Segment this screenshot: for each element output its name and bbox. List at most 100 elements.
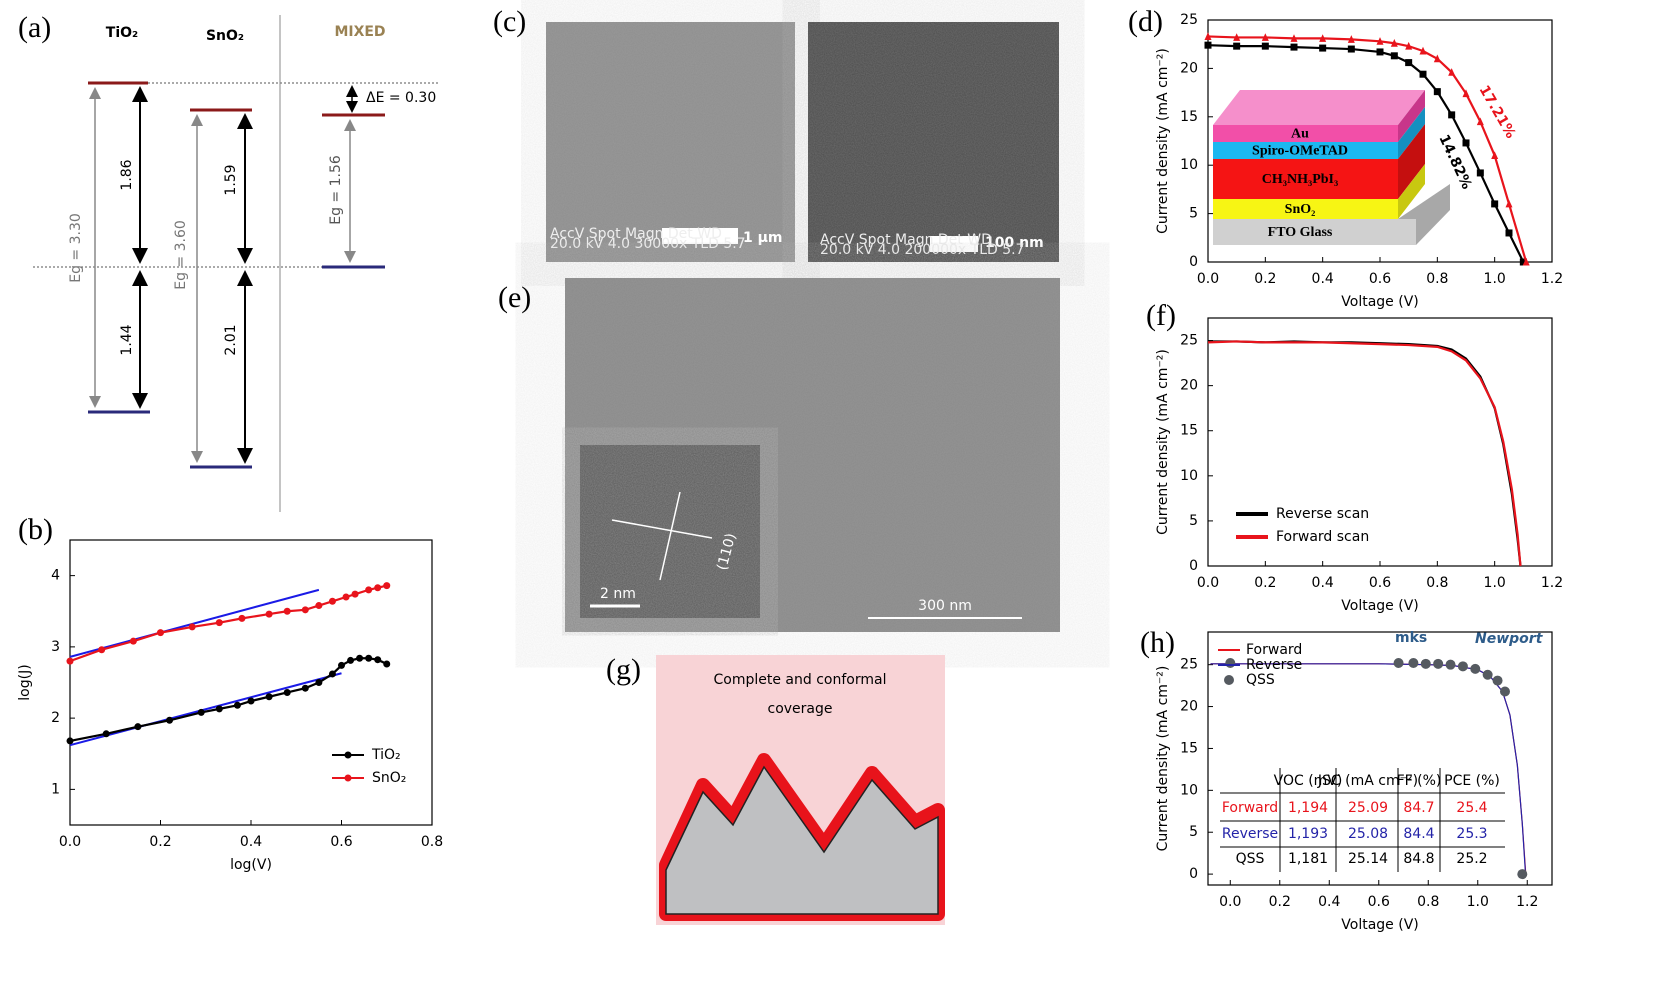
gap-label: Eg = 3.60	[173, 220, 189, 290]
y-tick-label: 15	[1180, 740, 1198, 756]
point	[1482, 669, 1493, 680]
x-tick-label: 0.6	[330, 834, 352, 850]
y-tick-label: 25	[1180, 12, 1198, 28]
x-tick-label: 1.2	[1541, 575, 1563, 591]
point	[1319, 44, 1327, 52]
legend-label: Forward	[1246, 642, 1302, 658]
table-cell: 84.7	[1403, 800, 1434, 816]
fit-line	[69, 588, 320, 658]
point	[301, 684, 309, 692]
legend-label: Forward scan	[1276, 529, 1369, 545]
sem-info: 20.0 kV 4.0 200000x TLD 5.7	[820, 242, 1025, 258]
table-cell: 1,181	[1288, 851, 1328, 867]
point	[383, 660, 391, 668]
energy-label: 1.44	[119, 324, 135, 355]
table-cell: 25.4	[1456, 800, 1487, 816]
point	[1420, 658, 1431, 669]
chart: 0.0 0.2 0.4 0.6 0.8 1.0 1.2 0 5 10 15 20 25 Voltage (…	[1155, 630, 1553, 933]
series-line	[69, 657, 388, 743]
point	[1433, 658, 1444, 669]
table-cell: 25.2	[1456, 851, 1487, 867]
legend-label: Reverse	[1246, 657, 1302, 673]
point	[1476, 169, 1484, 177]
legend-label: Reverse scan	[1276, 506, 1369, 522]
scale-label: 1 µm	[743, 230, 783, 246]
point	[1419, 46, 1427, 55]
point	[347, 656, 355, 664]
point	[344, 751, 352, 759]
chart: 0.0 0.2 0.4 0.6 0.8 1.0 1.2 0 5 10 15 20 25 Voltage (…	[1155, 12, 1563, 310]
table-cell: 25.09	[1348, 800, 1388, 816]
stack-layer	[1213, 219, 1416, 245]
x-tick-label: 0.4	[1312, 575, 1334, 591]
point	[338, 661, 345, 669]
point	[1491, 200, 1499, 208]
gap-label: Eg = 1.56	[328, 155, 344, 225]
y-tick-label: 25	[1180, 657, 1198, 673]
scale-bar	[662, 228, 738, 244]
table-header: VOC (mV)	[1274, 773, 1343, 789]
y-tick-label: 15	[1180, 423, 1198, 439]
point	[1491, 151, 1499, 160]
substrate	[665, 765, 939, 915]
stack-side	[1398, 164, 1425, 219]
point	[283, 688, 291, 696]
x-axis-label: Voltage (V)	[1341, 598, 1418, 614]
y-tick-label: 5	[1189, 824, 1198, 840]
offset-label: ΔE = 0.30	[366, 90, 436, 106]
texture	[580, 445, 760, 618]
point	[1405, 41, 1413, 50]
x-tick-label: 0.0	[1197, 271, 1219, 287]
point	[1522, 257, 1530, 266]
point	[1517, 869, 1528, 880]
point	[129, 637, 137, 645]
texture	[546, 22, 795, 262]
table-cell: 25.08	[1348, 826, 1388, 842]
series-line	[1210, 663, 1527, 875]
point	[342, 593, 350, 601]
x-tick-label: 0.6	[1369, 575, 1391, 591]
stack-layer	[1213, 142, 1398, 159]
point	[1204, 41, 1212, 49]
x-tick-label: 1.2	[1516, 894, 1538, 910]
y-tick-label: 10	[1180, 157, 1198, 173]
point	[1347, 35, 1355, 43]
stack-side	[1398, 124, 1425, 199]
x-tick-label: 0.8	[1426, 271, 1448, 287]
panel-label: (f)	[1146, 299, 1176, 332]
series-line	[1210, 663, 1527, 875]
table-cell: 84.4	[1403, 826, 1434, 842]
band-diagram: TiO₂ SnO₂ MIXED Eg = 3.30 Eg = 3.60 Eg =…	[33, 15, 438, 512]
x-tick-label: 0.2	[1269, 894, 1291, 910]
point	[1261, 33, 1269, 41]
point	[1390, 39, 1398, 47]
x-tick-label: 0.0	[1219, 894, 1241, 910]
x-tick-label: 1.2	[1541, 271, 1563, 287]
point	[1499, 686, 1510, 697]
y-tick-label: 5	[1189, 206, 1198, 222]
panel-labels: (a) (b) (c) (d) (e) (f) (g) (h)	[18, 5, 1176, 686]
y-tick-label: 25	[1180, 333, 1198, 349]
x-tick-label: 0.8	[1417, 894, 1439, 910]
fit-line	[69, 672, 342, 747]
energy-label: 1.86	[119, 159, 135, 190]
y-tick-label: 20	[1180, 378, 1198, 394]
lattice-line	[611, 519, 713, 539]
logo: Newport	[1475, 631, 1544, 647]
x-tick-label: 0.0	[1197, 575, 1219, 591]
energy-label: 2.01	[223, 324, 239, 355]
logo: mks	[1395, 630, 1427, 646]
table-header: JSC (mA cm⁻²)	[1317, 773, 1418, 789]
layer-label: Spiro-OMeTAD	[1252, 144, 1348, 159]
sem-info: AccV Spot Magn Det WD	[550, 226, 722, 242]
point	[351, 590, 359, 598]
point	[238, 614, 246, 622]
point	[344, 774, 352, 782]
scale-label: 100 nm	[985, 235, 1044, 251]
layer-label: SnO₂	[1285, 202, 1316, 217]
point	[365, 586, 373, 594]
point	[1204, 32, 1212, 40]
point	[1390, 52, 1398, 60]
point	[197, 708, 205, 716]
point	[1347, 45, 1355, 53]
